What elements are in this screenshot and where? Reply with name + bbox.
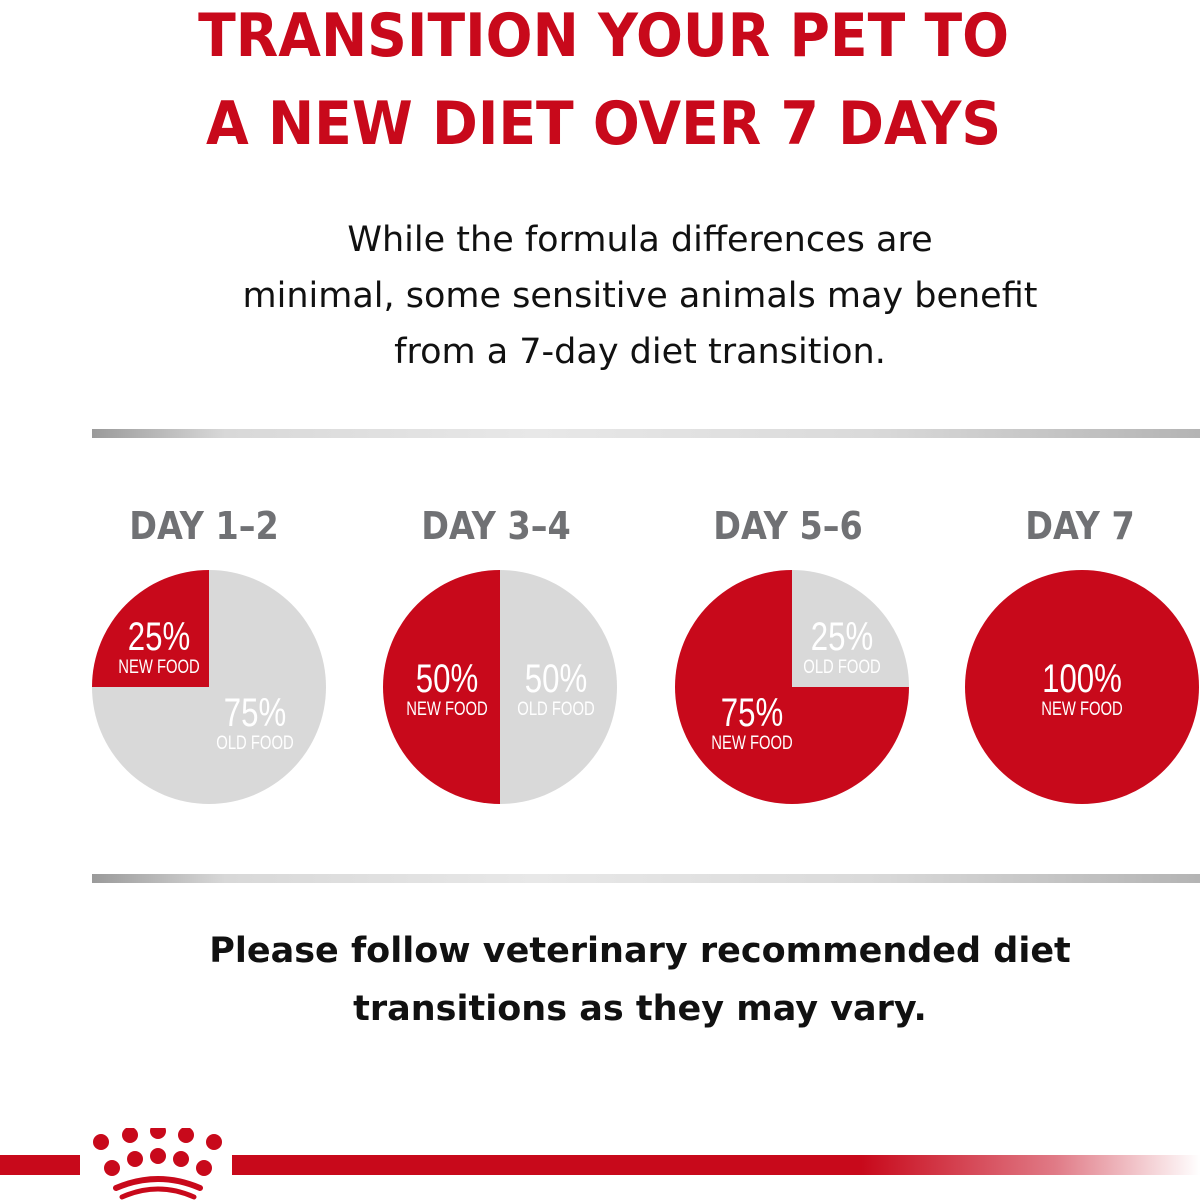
- new-food-label: 25% NEW FOOD: [118, 615, 200, 678]
- subtitle: While the formula differences are minima…: [150, 212, 1130, 380]
- crown-icon: [93, 1128, 222, 1200]
- pie-chart-day-7: 100% NEW FOOD: [965, 570, 1199, 804]
- stage-day-5-6: DAY 5–6 25% OLD FOOD 75% NEW FOOD: [658, 500, 918, 804]
- subtitle-line-3: from a 7-day diet transition.: [394, 332, 886, 372]
- footer-bar-left: [0, 1155, 80, 1175]
- day-label: DAY 3–4: [421, 504, 571, 548]
- old-food-label: 25% OLD FOOD: [803, 615, 881, 678]
- bottom-divider: [92, 874, 1200, 883]
- subtitle-line-2: minimal, some sensitive animals may bene…: [242, 276, 1038, 316]
- pie-chart-day-3-4: 50% NEW FOOD 50% OLD FOOD: [383, 570, 617, 804]
- footer-note-line-1: Please follow veterinary recommended die…: [209, 931, 1071, 971]
- old-food-label: 75% OLD FOOD: [216, 691, 294, 754]
- pie-chart-day-1-2: 25% NEW FOOD 75% OLD FOOD: [92, 570, 326, 804]
- stage-day-7: DAY 7 100% NEW FOOD: [950, 500, 1200, 804]
- day-label: DAY 1–2: [129, 504, 279, 548]
- day-label: DAY 7: [1025, 504, 1135, 548]
- new-food-label: 50% NEW FOOD: [406, 657, 488, 720]
- new-food-label: 100% NEW FOOD: [1041, 657, 1123, 720]
- subtitle-line-1: While the formula differences are: [347, 220, 933, 260]
- new-food-label: 75% NEW FOOD: [711, 691, 793, 754]
- top-divider: [92, 429, 1200, 438]
- footer-note-line-2: transitions as they may vary.: [353, 989, 927, 1029]
- title-line-1: TRANSITION YOUR PET TO: [198, 1, 1010, 71]
- old-food-label: 50% OLD FOOD: [517, 657, 595, 720]
- stage-day-3-4: DAY 3–4 50% NEW FOOD 50% OLD FOOD: [366, 500, 626, 804]
- footer-note: Please follow veterinary recommended die…: [140, 922, 1140, 1038]
- day-label: DAY 5–6: [713, 504, 863, 548]
- footer-bar-right: [232, 1155, 1200, 1175]
- pie-chart-day-5-6: 25% OLD FOOD 75% NEW FOOD: [675, 570, 909, 804]
- title-line-2: A NEW DIET OVER 7 DAYS: [206, 89, 1002, 159]
- page-title: TRANSITION YOUR PET TO A NEW DIET OVER 7…: [52, 0, 1156, 168]
- stage-day-1-2: DAY 1–2 25% NEW FOOD 75% OLD FOOD: [74, 500, 334, 804]
